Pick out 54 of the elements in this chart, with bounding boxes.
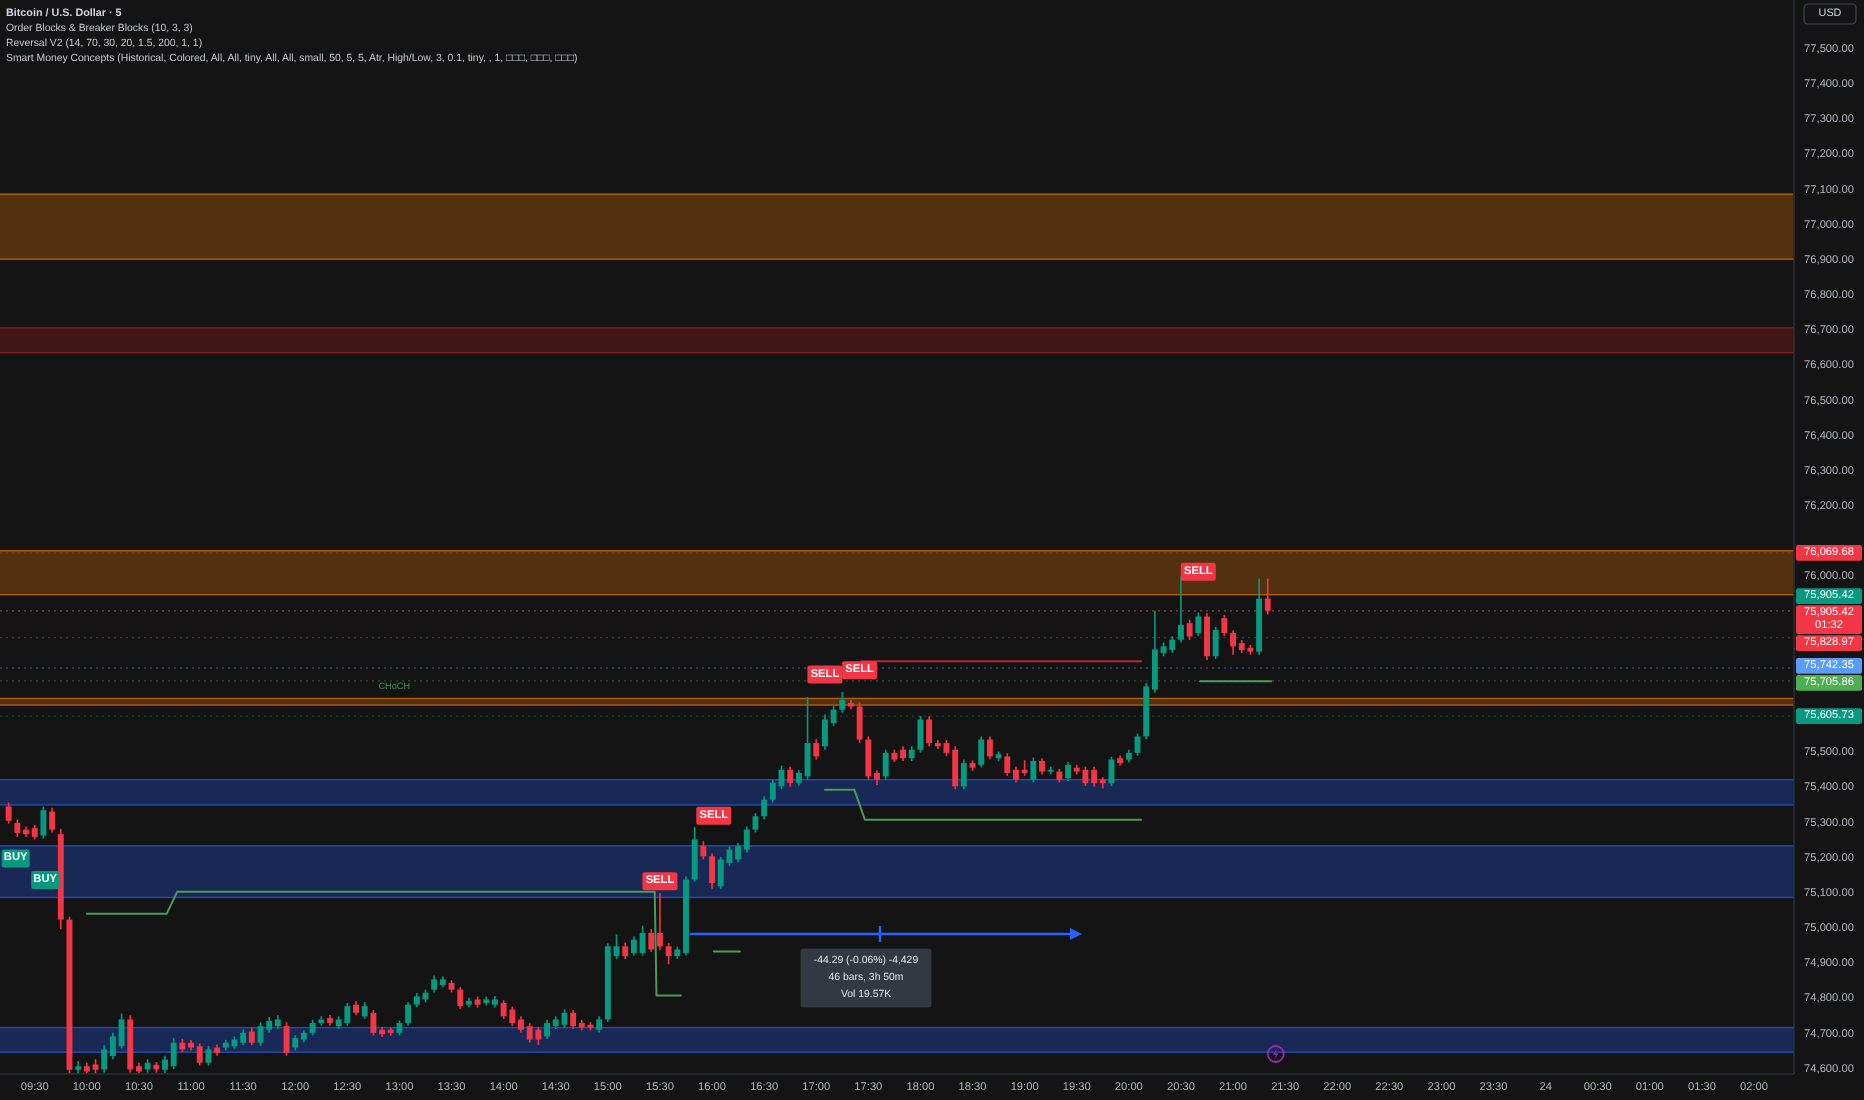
- candlestick: [648, 928, 655, 953]
- candlestick: [570, 1009, 577, 1030]
- candlestick: [283, 1021, 290, 1057]
- candlestick: [952, 745, 959, 790]
- candlestick: [1212, 625, 1219, 660]
- candlestick: [960, 758, 967, 790]
- candlestick: [1178, 575, 1184, 644]
- candlestick: [639, 924, 646, 957]
- candlestick: [101, 1044, 108, 1074]
- candlestick: [986, 735, 993, 761]
- candlestick: [170, 1037, 177, 1070]
- candlestick: [882, 748, 889, 781]
- candlestick: [743, 825, 750, 854]
- candlestick: [196, 1042, 203, 1067]
- candlestick: [709, 852, 715, 890]
- candlestick: [1195, 611, 1202, 637]
- candlestick: [787, 765, 794, 788]
- candlestick: [856, 701, 863, 744]
- candlestick: [717, 856, 724, 890]
- candlestick: [1186, 618, 1193, 641]
- candlestick: [665, 942, 672, 966]
- candlestick: [978, 735, 985, 769]
- candlestick: [205, 1045, 212, 1067]
- candlestick: [535, 1026, 542, 1046]
- candlestick: [761, 795, 768, 821]
- candlestick: [370, 1009, 377, 1037]
- candlestick: [1065, 760, 1072, 782]
- candlestick: [865, 735, 872, 781]
- candlestick: [526, 1022, 533, 1044]
- candlestick: [500, 999, 507, 1020]
- candlestick: [813, 738, 820, 761]
- candlestick: [839, 690, 846, 714]
- candlestick: [1030, 756, 1037, 784]
- candlestick: [691, 826, 698, 883]
- candlestick: [344, 1002, 351, 1027]
- candlestick: [917, 715, 924, 754]
- candlestick: [1264, 577, 1271, 616]
- candlestick: [1004, 752, 1011, 777]
- candlestick: [544, 1019, 551, 1040]
- candlestick: [769, 778, 776, 804]
- candlestick: [509, 1005, 516, 1027]
- candlestick: [49, 806, 56, 834]
- candlestick: [1221, 614, 1228, 637]
- candlestick: [700, 840, 707, 861]
- candlestick: [1082, 765, 1089, 787]
- candlestick: [1204, 612, 1210, 661]
- candlestick: [804, 696, 811, 781]
- candlestick: [457, 986, 464, 1010]
- candlestick: [926, 715, 933, 748]
- candlestick: [561, 1008, 568, 1029]
- candlestick: [40, 805, 47, 840]
- candlestick: [118, 1012, 125, 1050]
- candlestick: [405, 1001, 412, 1027]
- candlestick: [5, 801, 12, 825]
